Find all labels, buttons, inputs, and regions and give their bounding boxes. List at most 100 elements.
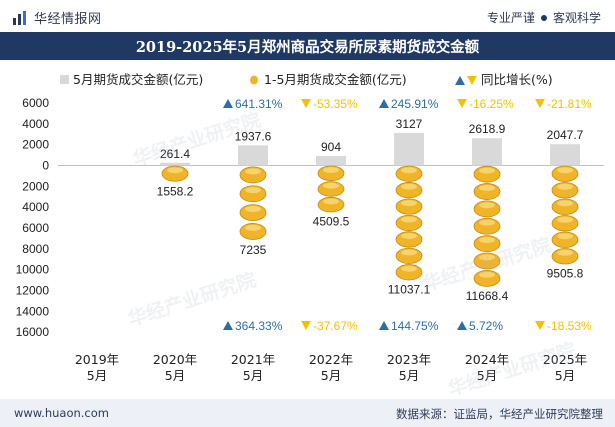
x-tick-label: 2025年 xyxy=(543,352,587,367)
y-tick-label: 16000 xyxy=(16,325,50,339)
ytd-coin-icon xyxy=(245,168,261,175)
data-label-monthly: 2618.9 xyxy=(469,122,506,136)
footer-source: 数据来源：证监局，华经产业研究院整理 xyxy=(396,407,603,421)
yoy-monthly-down-arrow-icon xyxy=(535,99,545,108)
y-tick-label: 2000 xyxy=(22,179,49,193)
legend-down-arrow-icon xyxy=(467,76,477,85)
x-tick-label: 2019年 xyxy=(75,352,119,367)
ytd-coin-icon xyxy=(479,202,495,209)
yoy-ytd-up-arrow-icon xyxy=(457,321,467,330)
tagline: 专业严谨 客观科学 xyxy=(487,9,601,26)
ytd-coin-icon xyxy=(557,216,573,223)
data-label-monthly: 2047.7 xyxy=(547,128,584,142)
yoy-monthly-label: -21.81% xyxy=(547,97,592,111)
ytd-coin-icon xyxy=(401,249,417,256)
ytd-coin-icon xyxy=(479,237,495,244)
data-label-monthly: 904 xyxy=(321,140,341,154)
yoy-monthly-up-arrow-icon xyxy=(223,99,233,108)
x-tick-label: 2021年 xyxy=(231,352,275,367)
bar-monthly xyxy=(238,145,268,166)
y-tick-label: 0 xyxy=(42,159,49,173)
yoy-ytd-down-arrow-icon xyxy=(535,321,545,330)
ytd-coin-icon xyxy=(323,182,339,189)
yoy-ytd-down-arrow-icon xyxy=(301,321,311,330)
ytd-coin-icon xyxy=(401,200,417,207)
x-tick-label: 5月 xyxy=(477,368,497,383)
ytd-coin-icon xyxy=(557,183,573,190)
ytd-coin-icon xyxy=(557,200,573,207)
y-tick-label: 8000 xyxy=(22,242,49,256)
x-tick-label: 5月 xyxy=(165,368,185,383)
data-label-monthly: 1937.6 xyxy=(235,129,272,143)
yoy-monthly-up-arrow-icon xyxy=(379,99,389,108)
x-tick-label: 5月 xyxy=(555,368,575,383)
y-tick-label: 14000 xyxy=(16,304,50,318)
bar-monthly xyxy=(160,162,190,166)
legend-up-arrow-icon xyxy=(455,76,465,85)
data-label-ytd: 7235 xyxy=(240,243,267,257)
ytd-coin-icon xyxy=(245,187,261,194)
title-bar: 2019-2025年5月郑州商品交易所尿素期货成交金额 xyxy=(0,32,615,60)
data-label-ytd: 11037.1 xyxy=(388,282,431,296)
yoy-monthly-down-arrow-icon xyxy=(457,99,467,108)
y-tick-label: 12000 xyxy=(16,284,50,298)
bar-monthly xyxy=(316,156,346,166)
footer-url: www.huaon.com xyxy=(14,406,109,420)
x-tick-label: 2023年 xyxy=(387,352,431,367)
brand-logo-icon xyxy=(13,10,26,25)
footer: www.huaon.com 数据来源：证监局，华经产业研究院整理 xyxy=(0,399,615,427)
yoy-monthly-label: -16.25% xyxy=(469,97,514,111)
x-tick-label: 5月 xyxy=(321,368,341,383)
ytd-coin-icon xyxy=(557,249,573,256)
ytd-coin-icon xyxy=(479,271,495,278)
yoy-monthly-label: 245.91% xyxy=(391,97,439,111)
ytd-coin-icon xyxy=(479,184,495,191)
yoy-monthly-label: -53.35% xyxy=(313,97,358,111)
data-label-monthly: 3127 xyxy=(396,117,423,131)
chart-area: 6000 4000 2000 0 2000 4000 6000 8000 10000 12000 1… xyxy=(16,72,604,383)
tagline-dot-icon xyxy=(540,14,547,21)
legend-coin-icon xyxy=(250,75,258,85)
ytd-coin-icon xyxy=(401,265,417,272)
x-tick-label: 5月 xyxy=(87,368,107,383)
data-label-monthly: 261.4 xyxy=(160,147,190,161)
ytd-coin-icon xyxy=(245,224,261,231)
y-tick-label: 2000 xyxy=(22,138,49,152)
yoy-monthly-label: 641.31% xyxy=(235,97,283,111)
y-tick-label: 4000 xyxy=(22,200,49,214)
ytd-coin-icon xyxy=(323,198,339,205)
data-label-ytd: 4509.5 xyxy=(313,214,350,228)
yoy-ytd-label: 144.75% xyxy=(391,319,439,333)
ytd-coin-icon xyxy=(167,167,183,174)
legend-label-ytd: 1-5月期货成交金额(亿元) xyxy=(264,72,407,87)
yoy-ytd-up-arrow-icon xyxy=(379,321,389,330)
data-label-ytd: 11668.4 xyxy=(466,289,509,303)
brand: 华经情报网 xyxy=(12,8,102,27)
legend-label-monthly: 5月期货成交金额(亿元) xyxy=(73,72,203,87)
ytd-coin-icon xyxy=(479,219,495,226)
y-tick-label: 4000 xyxy=(22,117,49,131)
ytd-coin-icon xyxy=(557,233,573,240)
ytd-coin-icon xyxy=(245,206,261,213)
ytd-coin-icon xyxy=(401,216,417,223)
data-label-ytd: 1558.2 xyxy=(157,185,194,199)
x-tick-label: 2020年 xyxy=(153,352,197,367)
yoy-monthly-down-arrow-icon xyxy=(301,99,311,108)
legend-label-yoy: 同比增长(%) xyxy=(481,72,553,87)
ytd-coin-icon xyxy=(401,167,417,174)
chart-title: 2019-2025年5月郑州商品交易所尿素期货成交金额 xyxy=(135,38,480,56)
ytd-coin-icon xyxy=(479,254,495,261)
ytd-coin-icon xyxy=(557,167,573,174)
y-tick-label: 6000 xyxy=(22,96,49,110)
x-tick-label: 2024年 xyxy=(465,352,509,367)
bar-monthly xyxy=(472,138,502,166)
brand-name: 华经情报网 xyxy=(34,12,102,27)
yoy-ytd-up-arrow-icon xyxy=(223,321,233,330)
yoy-ytd-label: 5.72% xyxy=(469,319,503,333)
top-bar: 华经情报网 专业严谨 客观科学 xyxy=(0,0,615,32)
yoy-ytd-label: -18.53% xyxy=(547,319,592,333)
data-label-ytd: 9505.8 xyxy=(547,267,584,281)
ytd-coin-icon xyxy=(323,167,339,174)
x-tick-label: 2022年 xyxy=(309,352,353,367)
